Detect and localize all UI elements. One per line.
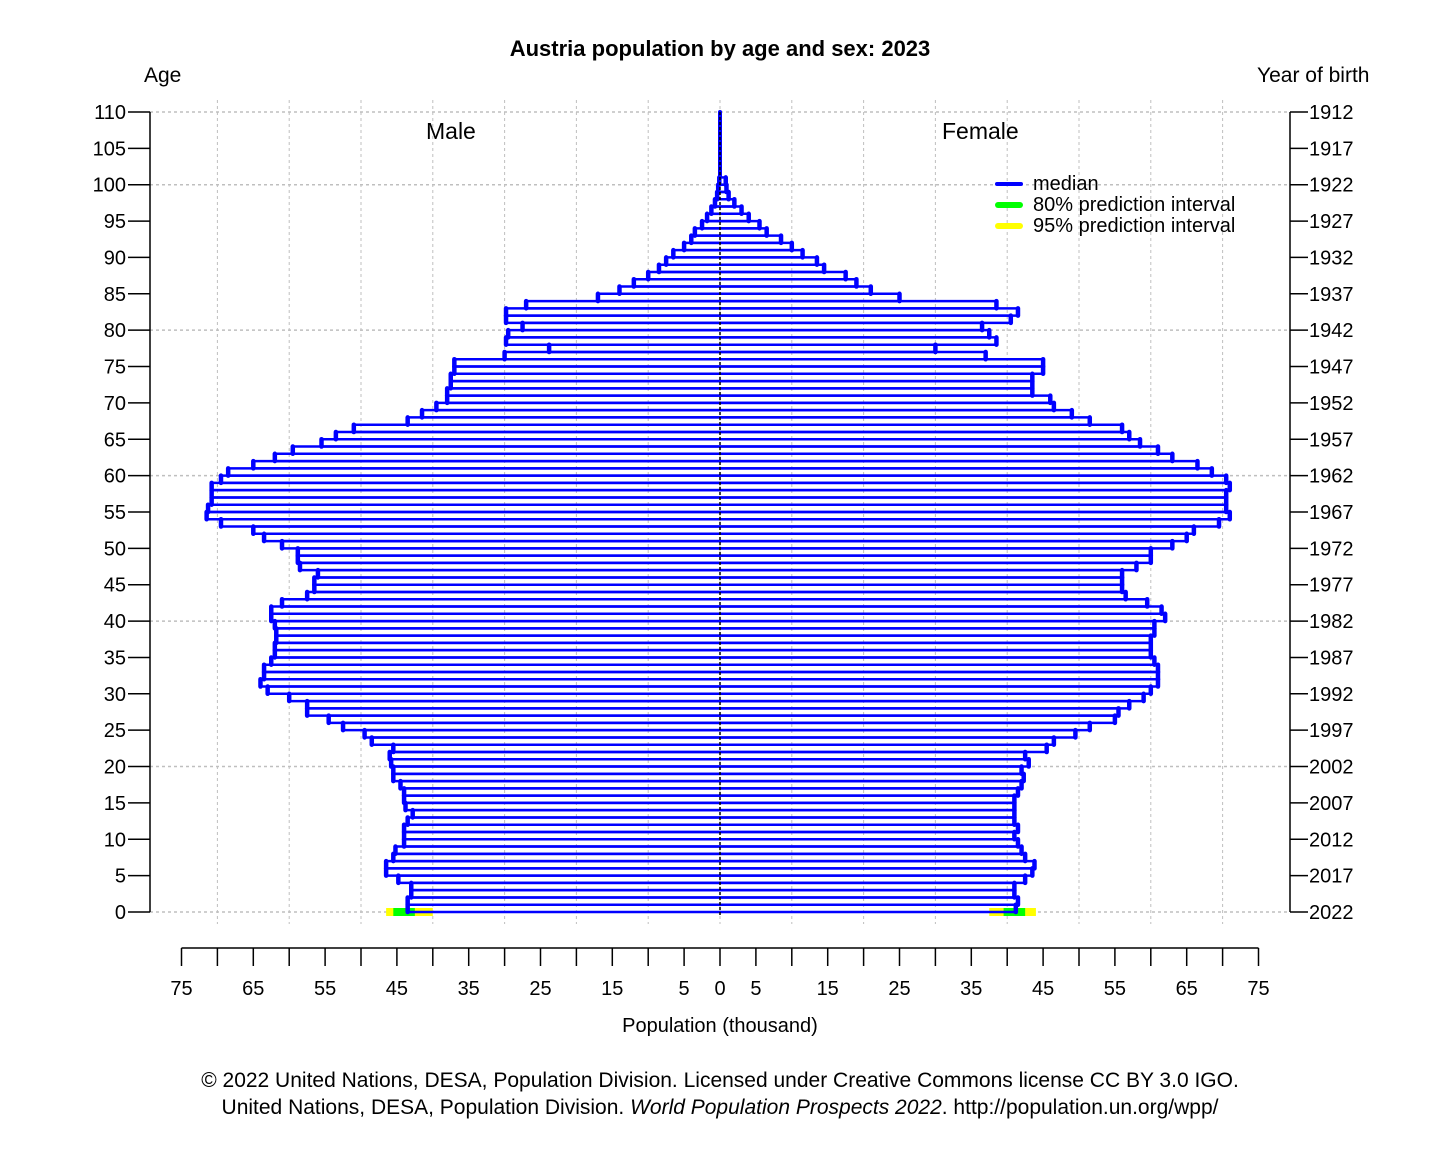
citation-line: United Nations, DESA, Population Divisio… bbox=[0, 1096, 1440, 1120]
svg-text:1987: 1987 bbox=[1309, 647, 1354, 669]
legend-label: 80% prediction interval bbox=[1033, 194, 1236, 216]
y-axis-label-age: Age bbox=[144, 64, 182, 87]
svg-text:10: 10 bbox=[104, 829, 126, 851]
svg-text:70: 70 bbox=[104, 393, 126, 415]
svg-text:15: 15 bbox=[601, 978, 623, 1000]
svg-text:105: 105 bbox=[93, 138, 126, 160]
svg-text:0: 0 bbox=[115, 902, 126, 924]
svg-text:25: 25 bbox=[888, 978, 910, 1000]
median-swatch-icon bbox=[995, 182, 1023, 186]
svg-text:85: 85 bbox=[104, 284, 126, 306]
svg-text:15: 15 bbox=[817, 978, 839, 1000]
svg-text:65: 65 bbox=[1176, 978, 1198, 1000]
svg-text:75: 75 bbox=[170, 978, 192, 1000]
svg-text:5: 5 bbox=[750, 978, 761, 1000]
svg-text:20: 20 bbox=[104, 757, 126, 779]
svg-text:100: 100 bbox=[93, 175, 126, 197]
svg-text:35: 35 bbox=[104, 647, 126, 669]
svg-text:5: 5 bbox=[115, 866, 126, 888]
svg-text:1952: 1952 bbox=[1309, 393, 1354, 415]
svg-text:1942: 1942 bbox=[1309, 320, 1354, 342]
svg-text:1957: 1957 bbox=[1309, 429, 1354, 451]
svg-text:2017: 2017 bbox=[1309, 866, 1354, 888]
svg-text:90: 90 bbox=[104, 247, 126, 269]
svg-text:2007: 2007 bbox=[1309, 793, 1354, 815]
pyramid-bars bbox=[204, 109, 1233, 916]
svg-text:1962: 1962 bbox=[1309, 466, 1354, 488]
svg-text:1922: 1922 bbox=[1309, 175, 1354, 197]
citation-suffix: . http://population.un.org/wpp/ bbox=[941, 1096, 1219, 1119]
svg-text:15: 15 bbox=[104, 793, 126, 815]
svg-text:2002: 2002 bbox=[1309, 757, 1354, 779]
copyright-line: © 2022 United Nations, DESA, Population … bbox=[201, 1069, 1239, 1092]
svg-text:75: 75 bbox=[1247, 978, 1269, 1000]
svg-text:65: 65 bbox=[104, 429, 126, 451]
svg-text:2012: 2012 bbox=[1309, 829, 1354, 851]
svg-text:55: 55 bbox=[314, 978, 336, 1000]
legend-label: median bbox=[1033, 173, 1099, 195]
svg-text:1932: 1932 bbox=[1309, 247, 1354, 269]
svg-text:110: 110 bbox=[94, 102, 126, 124]
legend-item-median: median bbox=[995, 174, 1099, 194]
svg-text:35: 35 bbox=[458, 978, 480, 1000]
legend-item-pi80: 80% prediction interval bbox=[995, 195, 1235, 215]
svg-text:5: 5 bbox=[679, 978, 690, 1000]
svg-text:1972: 1972 bbox=[1309, 538, 1354, 560]
female-panel-label: Female bbox=[942, 118, 1019, 144]
y-axis-label-year-of-birth: Year of birth bbox=[1257, 64, 1370, 87]
svg-text:65: 65 bbox=[242, 978, 264, 1000]
svg-text:1997: 1997 bbox=[1309, 720, 1354, 742]
svg-text:45: 45 bbox=[104, 575, 126, 597]
svg-text:45: 45 bbox=[1032, 978, 1054, 1000]
svg-text:1947: 1947 bbox=[1309, 357, 1354, 379]
pi95-swatch-icon bbox=[995, 223, 1023, 229]
svg-text:75: 75 bbox=[104, 357, 126, 379]
svg-text:1937: 1937 bbox=[1309, 284, 1354, 306]
svg-text:25: 25 bbox=[104, 720, 126, 742]
svg-text:1982: 1982 bbox=[1309, 611, 1354, 633]
svg-text:55: 55 bbox=[1104, 978, 1126, 1000]
svg-text:1912: 1912 bbox=[1309, 102, 1354, 124]
chart-title: Austria population by age and sex: 2023 bbox=[509, 36, 931, 61]
svg-text:1967: 1967 bbox=[1309, 502, 1354, 524]
svg-text:1992: 1992 bbox=[1309, 684, 1354, 706]
svg-text:80: 80 bbox=[104, 320, 126, 342]
svg-text:50: 50 bbox=[104, 538, 126, 560]
svg-text:1977: 1977 bbox=[1309, 575, 1354, 597]
svg-text:40: 40 bbox=[104, 611, 126, 633]
citation-prefix: United Nations, DESA, Population Divisio… bbox=[221, 1096, 631, 1119]
legend-item-pi95: 95% prediction interval bbox=[995, 216, 1235, 236]
legend-label: 95% prediction interval bbox=[1033, 215, 1236, 237]
svg-text:35: 35 bbox=[960, 978, 982, 1000]
svg-text:0: 0 bbox=[714, 978, 725, 1000]
svg-text:60: 60 bbox=[104, 466, 126, 488]
svg-text:95: 95 bbox=[104, 211, 126, 233]
svg-text:55: 55 bbox=[104, 502, 126, 524]
svg-text:45: 45 bbox=[386, 978, 408, 1000]
axes: 0510152025303540455055606570758085909510… bbox=[93, 102, 1354, 1000]
x-axis-label: Population (thousand) bbox=[622, 1015, 818, 1037]
citation-title: World Population Prospects 2022 bbox=[630, 1096, 942, 1119]
svg-text:30: 30 bbox=[104, 684, 126, 706]
svg-text:1917: 1917 bbox=[1309, 138, 1354, 160]
svg-text:25: 25 bbox=[529, 978, 551, 1000]
pi80-swatch-icon bbox=[995, 202, 1023, 208]
svg-text:2022: 2022 bbox=[1309, 902, 1354, 924]
svg-text:1927: 1927 bbox=[1309, 211, 1354, 233]
male-panel-label: Male bbox=[426, 118, 476, 144]
